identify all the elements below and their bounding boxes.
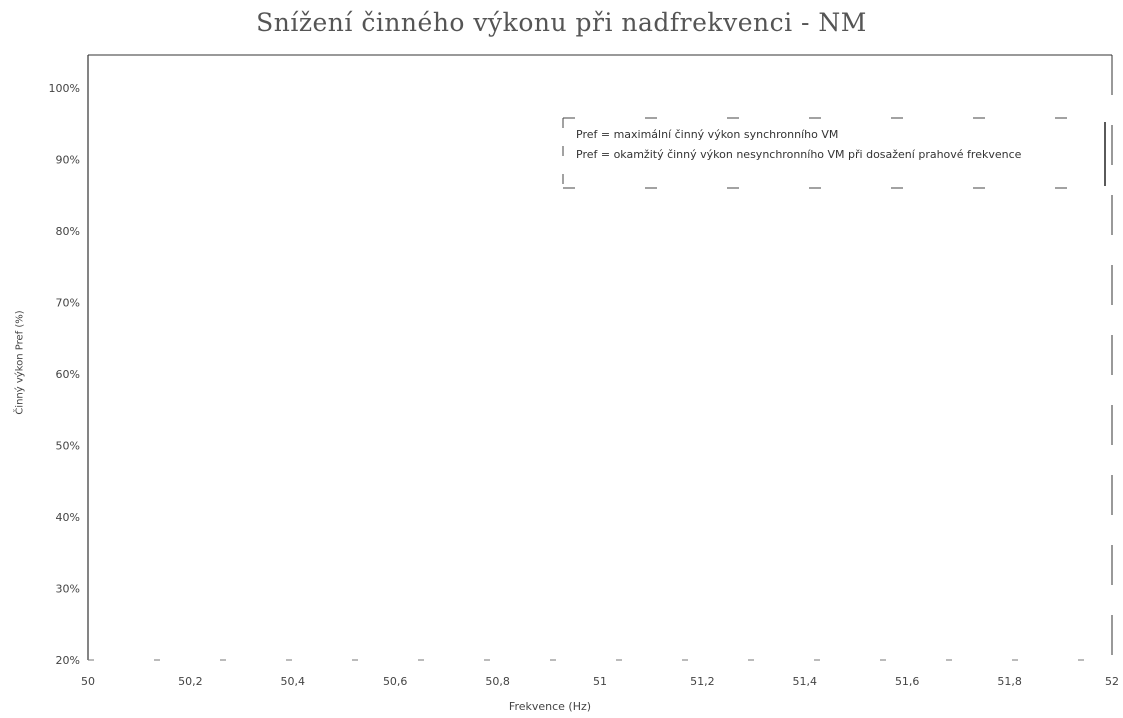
y-tick-label: 40% [56, 511, 80, 524]
chart-legend: Pref = maximální činný výkon synchronníh… [563, 118, 1105, 188]
y-tick-label: 20% [56, 654, 80, 667]
x-tick-label: 51,2 [690, 675, 715, 688]
y-tick-label: 100% [49, 82, 80, 95]
x-axis-title: Frekvence (Hz) [508, 700, 592, 713]
x-tick-label: 50,2 [178, 675, 203, 688]
x-tick-label: 51,6 [895, 675, 920, 688]
legend-entry-synchronous: Pref = maximální činný výkon synchronníh… [576, 128, 839, 141]
x-tick-label: 50,6 [383, 675, 408, 688]
y-tick-label: 70% [56, 297, 80, 310]
y-tick-label: 50% [56, 440, 80, 453]
x-tick-label: 50,4 [281, 675, 306, 688]
x-tick-label: 52 [1105, 675, 1119, 688]
x-tick-label: 51 [593, 675, 607, 688]
y-tick-label: 60% [56, 368, 80, 381]
x-tick-label: 50,8 [485, 675, 510, 688]
y-axis-title: Činný výkon Pref (%) [14, 310, 26, 415]
y-tick-label: 80% [56, 225, 80, 238]
chart-title: Snížení činného výkonu při nadfrekvenci … [256, 8, 867, 37]
x-tick-label: 50 [81, 675, 95, 688]
y-tick-label: 90% [56, 154, 80, 167]
legend-entry-nonsynchronous: Pref = okamžitý činný výkon nesynchronní… [576, 148, 1022, 161]
x-tick-label: 51,4 [793, 675, 818, 688]
y-tick-label: 30% [56, 583, 80, 596]
x-tick-label: 51,8 [997, 675, 1022, 688]
